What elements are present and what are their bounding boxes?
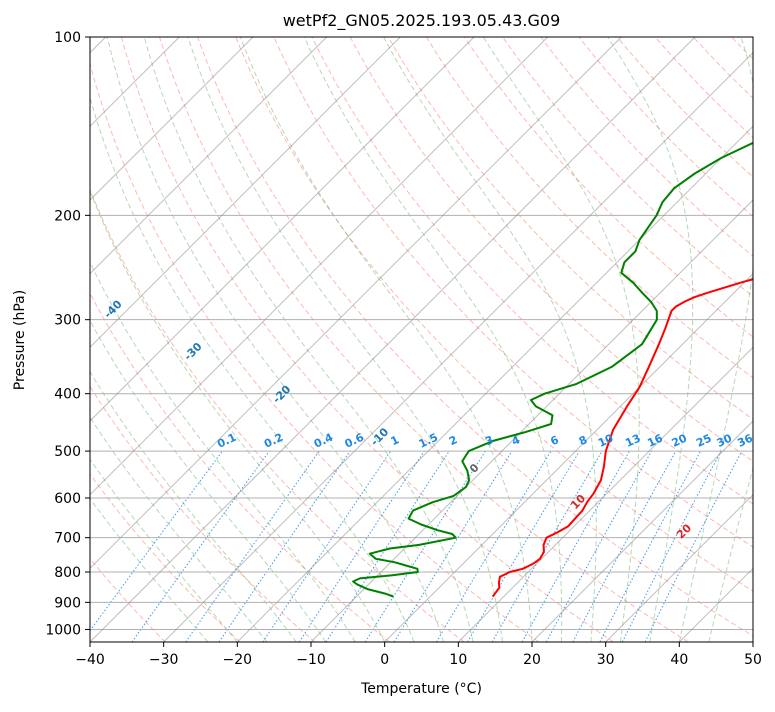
y-tick-label: 800 (54, 565, 81, 581)
y-tick-label: 100 (54, 30, 81, 46)
chart-title: wetPf2_GN05.2025.193.05.43.G09 (283, 11, 561, 31)
x-tick-label: 40 (670, 652, 688, 668)
y-tick-label: 900 (54, 595, 81, 611)
y-axis-label: Pressure (hPa) (12, 290, 28, 390)
y-tick-label: 500 (54, 444, 81, 460)
x-tick-label: −30 (149, 652, 179, 668)
y-tick-label: 1000 (45, 622, 81, 638)
x-tick-label: 10 (449, 652, 467, 668)
x-tick-label: 20 (523, 652, 541, 668)
y-tick-label: 600 (54, 491, 81, 507)
x-tick-label: −40 (75, 652, 105, 668)
y-tick-label: 700 (54, 531, 81, 547)
y-tick-label: 400 (54, 387, 81, 403)
y-tick-label: 300 (54, 313, 81, 329)
x-tick-label: 0 (380, 652, 389, 668)
x-tick-label: −20 (223, 652, 253, 668)
y-tick-label: 200 (54, 208, 81, 224)
x-tick-label: 30 (597, 652, 615, 668)
x-axis-label: Temperature (°C) (360, 681, 482, 697)
x-tick-label: −10 (296, 652, 326, 668)
x-tick-label: 50 (744, 652, 762, 668)
